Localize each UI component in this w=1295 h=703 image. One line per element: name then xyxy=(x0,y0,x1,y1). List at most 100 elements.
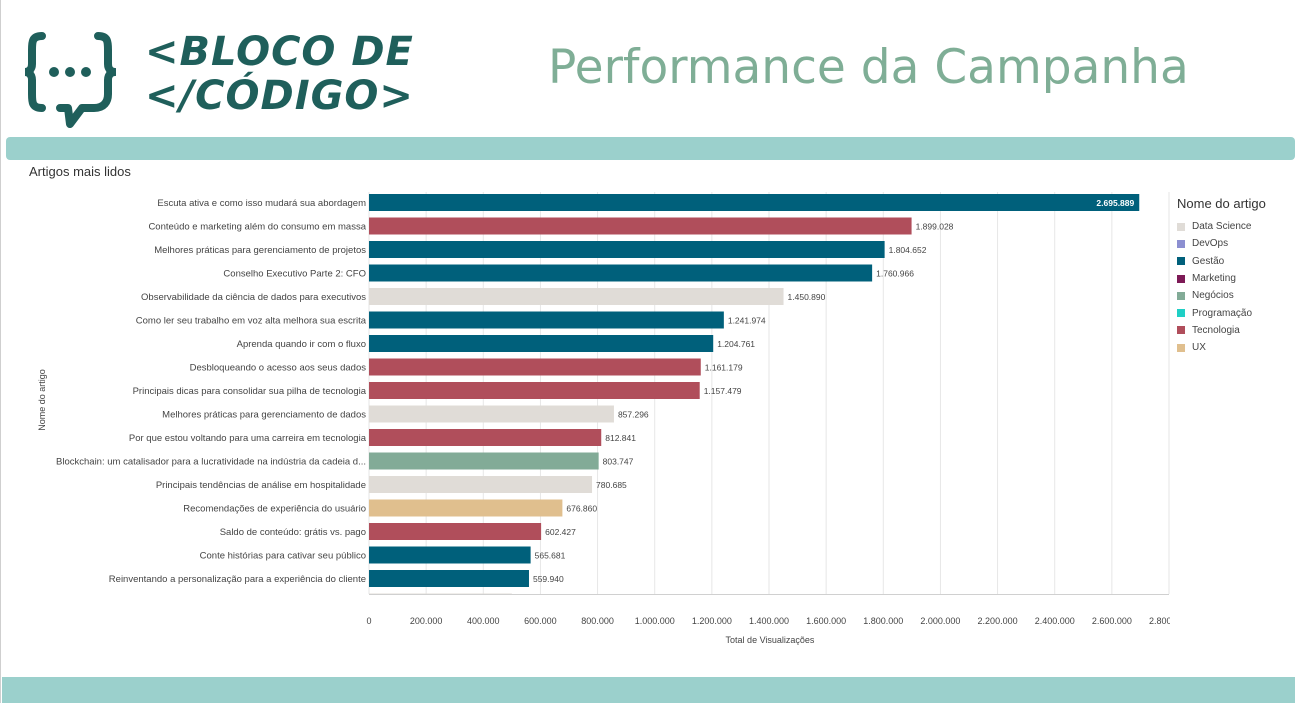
legend-item[interactable]: Programação xyxy=(1177,304,1266,321)
value-label: 602.427 xyxy=(545,527,576,537)
chart-legend: Nome do artigo Data Science DevOps Gestão M… xyxy=(1177,196,1266,356)
bar[interactable] xyxy=(369,335,714,352)
legend-swatch xyxy=(1177,343,1185,352)
brand-wordmark: <BLOCO DE </CÓDIGO> xyxy=(145,30,414,118)
x-tick-label: 2.600.000 xyxy=(1092,616,1132,626)
legend-item[interactable]: Tecnologia xyxy=(1177,322,1266,339)
legend-swatch xyxy=(1177,239,1185,248)
legend-label: DevOps xyxy=(1192,238,1229,250)
legend-swatch xyxy=(1177,222,1185,231)
bar[interactable] xyxy=(369,523,542,540)
category-label: Blockchain: um catalisador para a lucrat… xyxy=(56,457,366,468)
category-label: Principais dicas para consolidar sua pil… xyxy=(133,386,367,397)
legend-swatch xyxy=(1177,326,1185,335)
chart-category-labels: Escuta ativa e como isso mudará sua abor… xyxy=(56,198,367,585)
value-label: 812.841 xyxy=(605,433,636,443)
category-label: Melhores práticas para gerenciamento de … xyxy=(154,245,366,256)
value-label: 857.296 xyxy=(618,410,649,420)
bar[interactable] xyxy=(369,194,1140,211)
bar[interactable] xyxy=(369,241,885,258)
x-tick-label: 2.000.000 xyxy=(920,616,960,626)
bar[interactable] xyxy=(369,570,529,587)
category-label: Reinventando a personalização para a exp… xyxy=(109,574,366,585)
category-label: Conte histórias para cativar seu público xyxy=(200,551,366,562)
header-band xyxy=(6,137,1295,160)
bar[interactable] xyxy=(369,593,512,595)
x-tick-label: 1.200.000 xyxy=(692,616,732,626)
bar[interactable] xyxy=(369,288,784,305)
value-label: 2.695.889 xyxy=(1096,198,1134,208)
legend-label: Gestão xyxy=(1192,255,1225,267)
legend-item[interactable]: Data Science xyxy=(1177,218,1266,235)
category-label: Conteúdo e marketing além do consumo em … xyxy=(148,222,366,233)
chart-section-title: Artigos mais lidos xyxy=(29,164,131,179)
category-label: Saldo de conteúdo: grátis vs. pago xyxy=(220,527,366,538)
x-tick-label: 600.000 xyxy=(524,616,557,626)
x-tick-label: 2.800.000 xyxy=(1149,616,1170,626)
value-label: 1.241.974 xyxy=(728,316,766,326)
x-tick-label: 2.200.000 xyxy=(978,616,1018,626)
category-label: Escuta ativa e como isso mudará sua abor… xyxy=(157,198,366,209)
chart-value-labels: 2.695.889 1.899.028 1.804.652 1.760.966 1.45… xyxy=(533,198,1135,584)
speech-bubble-braces-icon xyxy=(24,32,116,128)
value-label: 676.860 xyxy=(566,504,597,514)
chart-gridlines xyxy=(368,192,1170,595)
legend-swatch xyxy=(1177,309,1185,318)
value-label: 803.747 xyxy=(603,457,634,467)
bar[interactable] xyxy=(369,311,724,329)
legend-item[interactable]: Marketing xyxy=(1177,270,1266,287)
value-label: 1.161.179 xyxy=(705,363,743,373)
value-label: 1.899.028 xyxy=(916,222,954,232)
legend-label: UX xyxy=(1192,342,1206,354)
category-label: Desbloqueando o acesso aos seus dados xyxy=(190,363,367,374)
bar[interactable] xyxy=(369,546,531,564)
value-label: 565.681 xyxy=(535,551,566,561)
legend-label: Tecnologia xyxy=(1192,324,1240,336)
legend-swatch xyxy=(1177,291,1185,300)
value-label: 1.760.966 xyxy=(876,269,914,279)
bar[interactable] xyxy=(369,405,614,423)
value-label: 1.157.479 xyxy=(704,386,742,396)
x-tick-label: 1.600.000 xyxy=(806,616,846,626)
legend-swatch xyxy=(1177,257,1185,266)
value-label: 780.685 xyxy=(596,480,627,490)
bar[interactable] xyxy=(369,452,599,470)
legend-label: Marketing xyxy=(1192,273,1236,285)
x-tick-label: 200.000 xyxy=(410,616,443,626)
bar[interactable] xyxy=(369,476,593,493)
x-tick-label: 1.800.000 xyxy=(863,616,903,626)
category-label: Conselho Executivo Parte 2: CFO xyxy=(223,269,366,280)
legend-item[interactable]: Gestão xyxy=(1177,253,1266,270)
x-tick-label: 2.400.000 xyxy=(1035,616,1075,626)
chart-bars xyxy=(369,194,1140,595)
bar[interactable] xyxy=(369,382,700,399)
bar-chart: Escuta ativa e como isso mudará sua abor… xyxy=(37,192,1170,645)
footer-band xyxy=(2,677,1295,703)
legend-label: Programação xyxy=(1192,307,1253,319)
legend-swatch xyxy=(1177,274,1185,283)
bar[interactable] xyxy=(369,217,912,235)
category-label: Melhores práticas para gerenciamento de … xyxy=(162,410,366,421)
legend-label: Negócios xyxy=(1192,290,1234,302)
brand-line-2: </CÓDIGO> xyxy=(145,73,414,119)
brand-line-1: <BLOCO DE xyxy=(145,29,414,75)
x-tick-label: 1.400.000 xyxy=(749,616,789,626)
category-label: Como ler seu trabalho em voz alta melhor… xyxy=(136,316,367,327)
page-title: Performance da Campanha xyxy=(548,40,1189,95)
x-tick-label: 1.000.000 xyxy=(635,616,675,626)
category-label: Por que estou voltando para uma carreira… xyxy=(129,433,367,444)
legend-item[interactable]: UX xyxy=(1177,339,1266,356)
legend-item[interactable]: Negócios xyxy=(1177,287,1266,304)
bar[interactable] xyxy=(369,358,701,376)
bar[interactable] xyxy=(369,429,602,446)
y-axis-title: Nome do artigo xyxy=(37,369,47,431)
x-tick-label: 800.000 xyxy=(581,616,614,626)
bar[interactable] xyxy=(369,264,873,282)
legend-label: Data Science xyxy=(1192,221,1252,233)
value-label: 1.804.652 xyxy=(889,245,927,255)
bar[interactable] xyxy=(369,499,563,517)
legend-item[interactable]: DevOps xyxy=(1177,235,1266,252)
value-label: 1.204.761 xyxy=(717,339,755,349)
category-label: Aprenda quando ir com o fluxo xyxy=(237,339,366,350)
category-label: Principais tendências de análise em hosp… xyxy=(156,480,366,491)
